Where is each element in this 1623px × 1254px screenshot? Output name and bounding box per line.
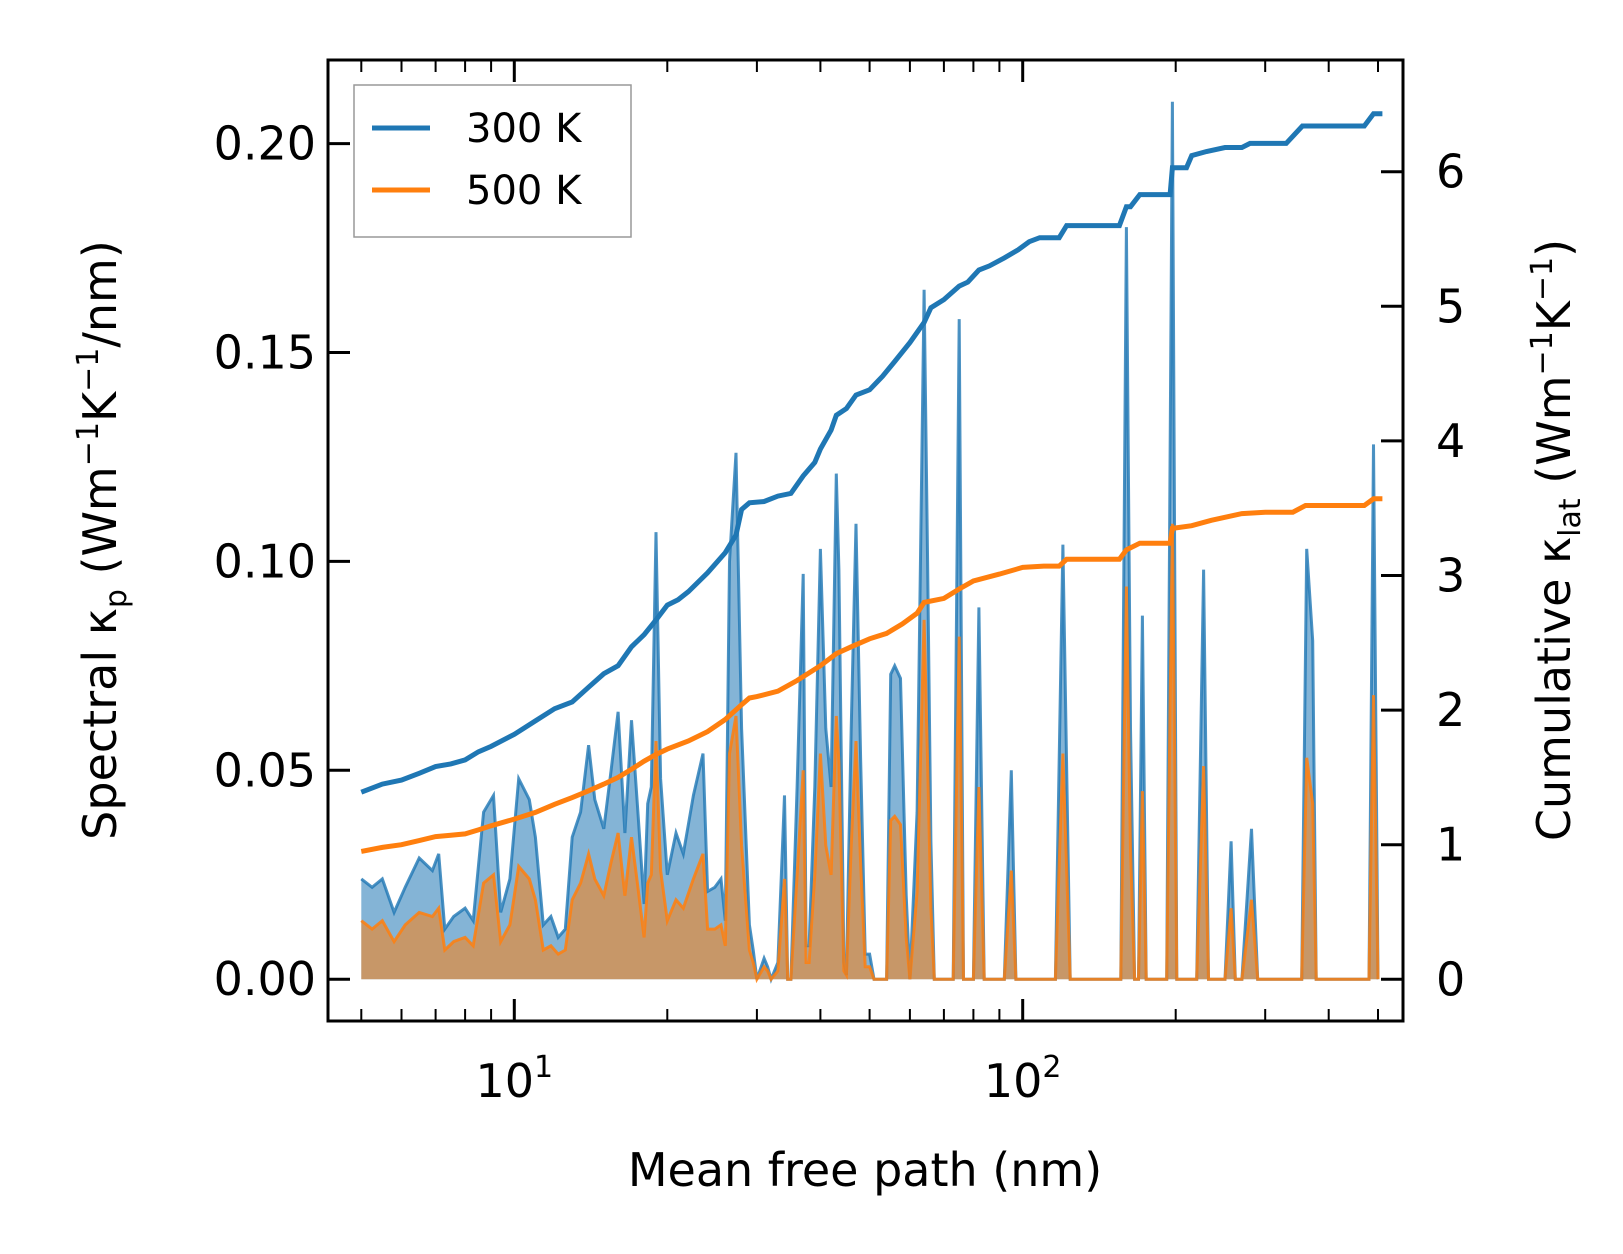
x-tick-labels: 101 102	[475, 1050, 1061, 1108]
left-tick-label: 0.15	[214, 326, 316, 380]
right-title-sub: lat	[1553, 498, 1588, 537]
right-tick-label: 1	[1436, 818, 1465, 872]
left-title-unit-2: K	[73, 390, 127, 422]
left-title-unit-1: (Wm	[73, 466, 127, 589]
right-title-exp-2: −1	[1525, 257, 1560, 301]
legend: 300 K 500 K	[353, 84, 632, 238]
left-title-unit-3: /nm)	[73, 240, 127, 347]
right-tick-label: 4	[1436, 414, 1465, 468]
x-tick-label-2-exp: 2	[1042, 1050, 1061, 1085]
cumulative-layer	[360, 111, 1383, 854]
left-tick-label: 0.00	[214, 952, 316, 1006]
plot-frame	[326, 58, 1405, 1023]
right-title-unit-2: K	[1527, 299, 1581, 331]
legend-label-500K: 500 K	[466, 168, 583, 214]
right-tick-label: 3	[1436, 549, 1465, 603]
left-tick-label: 0.10	[214, 534, 316, 588]
right-title-main: Cumulative κ	[1527, 537, 1581, 841]
right-title-exp-1: −1	[1525, 331, 1560, 375]
cumulative-line-500K	[360, 496, 1383, 854]
left-axis-title: Spectral κp (Wm−1K−1/nm)	[71, 240, 134, 840]
x-tick-label-1-exp: 1	[534, 1050, 553, 1085]
fill-layer	[360, 101, 1380, 984]
x-tick-label-1: 101	[475, 1050, 553, 1108]
right-tick-labels: 0 1 2 3 4 5 6	[1436, 145, 1465, 1007]
right-title-unit-1: (Wm	[1527, 375, 1581, 498]
x-tick-label-2: 102	[984, 1050, 1062, 1108]
legend-label-300K: 300 K	[466, 106, 583, 152]
right-tick-label: 5	[1436, 279, 1465, 333]
right-tick-label: 6	[1436, 145, 1465, 199]
spectral-line-500K	[360, 523, 1380, 984]
legend-box	[353, 84, 632, 238]
ticks	[328, 60, 1403, 1021]
spectral-fill-500K	[361, 523, 1378, 980]
x-tick-label-2-base: 10	[984, 1054, 1043, 1108]
left-title-sub: p	[99, 589, 134, 608]
x-axis-title: Mean free path (nm)	[628, 1143, 1102, 1197]
cumulative-line-300K	[360, 111, 1383, 795]
left-tick-labels: 0.00 0.05 0.10 0.15 0.20	[214, 117, 316, 1007]
left-tick-label: 0.20	[214, 117, 316, 171]
left-tick-label: 0.05	[214, 743, 316, 797]
right-tick-label: 0	[1436, 952, 1465, 1006]
right-axis-title: Cumulative κlat (Wm−1K−1)	[1525, 239, 1588, 841]
right-title-unit-3: )	[1527, 239, 1581, 257]
x-tick-label-1-base: 10	[475, 1054, 534, 1108]
right-tick-label: 2	[1436, 683, 1465, 737]
left-title-exp-1: −1	[71, 422, 106, 466]
left-title-exp-2: −1	[71, 348, 106, 392]
left-title-main: Spectral κ	[73, 608, 127, 840]
